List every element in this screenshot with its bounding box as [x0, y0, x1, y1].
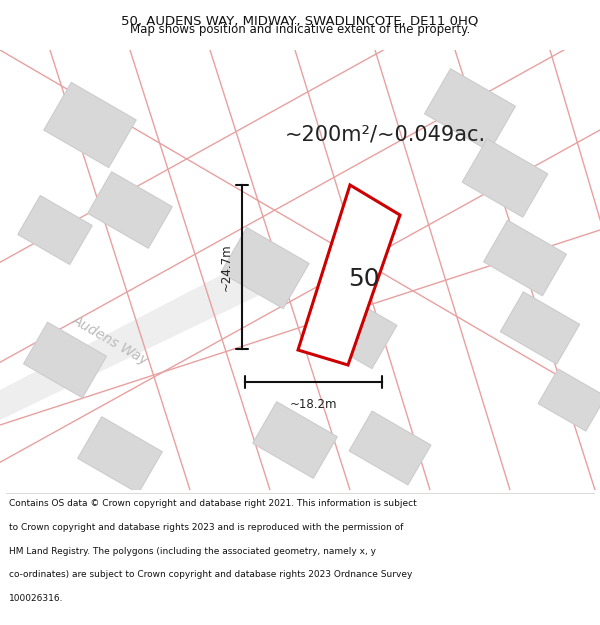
- Polygon shape: [221, 228, 309, 309]
- Polygon shape: [0, 260, 270, 420]
- Text: ~18.2m: ~18.2m: [290, 398, 337, 411]
- Polygon shape: [349, 411, 431, 485]
- Text: 50, AUDENS WAY, MIDWAY, SWADLINCOTE, DE11 0HQ: 50, AUDENS WAY, MIDWAY, SWADLINCOTE, DE1…: [121, 14, 479, 27]
- Text: to Crown copyright and database rights 2023 and is reproduced with the permissio: to Crown copyright and database rights 2…: [9, 523, 403, 532]
- Polygon shape: [253, 402, 337, 478]
- Polygon shape: [484, 220, 566, 296]
- Polygon shape: [44, 82, 136, 168]
- Text: ~200m²/~0.049ac.: ~200m²/~0.049ac.: [285, 125, 486, 145]
- Text: 100026316.: 100026316.: [9, 594, 64, 603]
- Polygon shape: [18, 196, 92, 264]
- Text: Contains OS data © Crown copyright and database right 2021. This information is : Contains OS data © Crown copyright and d…: [9, 499, 417, 509]
- Text: Map shows position and indicative extent of the property.: Map shows position and indicative extent…: [130, 23, 470, 36]
- Polygon shape: [425, 69, 515, 151]
- Text: HM Land Registry. The polygons (including the associated geometry, namely x, y: HM Land Registry. The polygons (includin…: [9, 547, 376, 556]
- Polygon shape: [88, 172, 172, 248]
- Text: 50: 50: [348, 267, 380, 291]
- Polygon shape: [77, 417, 163, 493]
- Text: Audens Way: Audens Way: [70, 312, 151, 368]
- Polygon shape: [23, 322, 106, 398]
- Polygon shape: [462, 139, 548, 217]
- Polygon shape: [538, 369, 600, 431]
- Polygon shape: [298, 185, 400, 365]
- Text: ~24.7m: ~24.7m: [220, 243, 233, 291]
- Polygon shape: [313, 291, 397, 369]
- Polygon shape: [500, 292, 580, 364]
- Text: co-ordinates) are subject to Crown copyright and database rights 2023 Ordnance S: co-ordinates) are subject to Crown copyr…: [9, 571, 412, 579]
